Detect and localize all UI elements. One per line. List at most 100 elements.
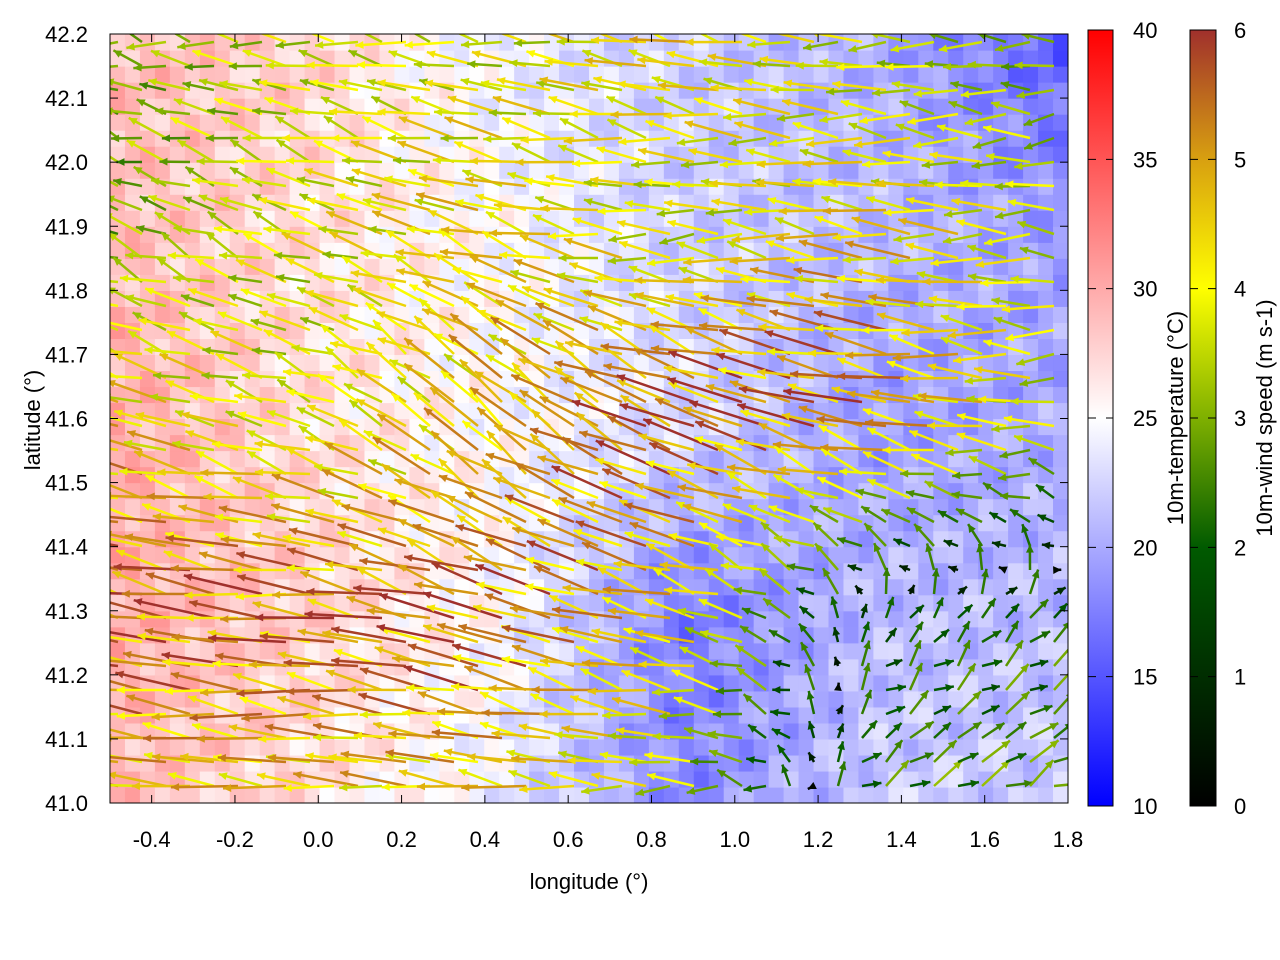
wind-arrow	[110, 566, 143, 572]
temperature-cell	[199, 786, 216, 803]
x-tick-label: 1.2	[803, 827, 834, 852]
temperature-cell	[229, 674, 246, 692]
temperature-cell	[993, 418, 1009, 436]
temperature-cell	[663, 722, 680, 740]
temperature-cell	[783, 322, 800, 339]
temperature-cell	[169, 690, 186, 708]
temperature-cell	[1038, 770, 1054, 788]
temperature-cell	[110, 594, 126, 612]
wind-arrow	[234, 392, 287, 404]
temperature-cell	[1023, 658, 1039, 676]
wind-arrow	[112, 178, 143, 188]
temperature-cell	[454, 274, 470, 291]
temperature-cell	[873, 530, 889, 548]
wind-arrow	[177, 40, 215, 50]
temperature-cell	[963, 626, 979, 644]
temperature-cell	[768, 274, 785, 291]
temperature-cell	[154, 242, 171, 259]
wind-arrow	[282, 534, 335, 548]
temperature-cell	[1038, 690, 1054, 708]
temperature-cell	[798, 738, 815, 756]
temperature-cell	[738, 82, 755, 99]
temperature-cell	[888, 130, 904, 147]
temperature-cell	[454, 786, 470, 803]
colorbar-tick-label: 30	[1133, 277, 1157, 302]
temperature-cell	[259, 274, 276, 291]
temperature-cell	[169, 594, 186, 612]
wind-arrow	[414, 198, 455, 212]
temperature-cell	[259, 706, 276, 724]
temperature-cell	[918, 706, 934, 724]
wind-arrow	[128, 34, 143, 44]
temperature-cell	[110, 546, 126, 564]
wind-arrow	[152, 371, 191, 380]
wind-arrow	[184, 591, 239, 600]
temperature-cell	[409, 610, 425, 628]
temperature-cell	[723, 178, 740, 195]
temperature-cell	[379, 322, 396, 339]
temperature-cell	[139, 34, 156, 51]
temperature-cell	[708, 578, 725, 596]
temperature-cell	[1038, 786, 1054, 803]
wind-arrow	[144, 474, 191, 500]
temperature-cell	[319, 738, 336, 756]
colorbar-tick-label: 15	[1133, 665, 1157, 690]
wind-arrow	[433, 252, 479, 284]
temperature-cell	[603, 754, 620, 772]
wind-arrow	[365, 341, 407, 379]
temperature-cell	[289, 754, 306, 772]
temperature-cell	[738, 610, 755, 628]
temperature-cell	[110, 258, 126, 275]
temperature-cell	[768, 690, 785, 708]
temperature-cell	[424, 786, 440, 803]
temperature-cell	[1008, 514, 1024, 532]
temperature-cell	[753, 722, 770, 740]
temperature-cell	[618, 322, 635, 339]
wind-arrow	[202, 346, 239, 356]
wind-arrow	[110, 195, 143, 212]
temperature-cell	[903, 770, 919, 788]
temperature-cell	[993, 578, 1009, 596]
temperature-cell	[948, 242, 964, 259]
temperature-field	[110, 34, 1068, 803]
wind-arrow	[228, 62, 263, 71]
temperature-cell	[693, 690, 710, 708]
temperature-cell	[169, 226, 186, 243]
wind-arrow	[198, 551, 263, 572]
temperature-cell	[304, 546, 321, 564]
temperature-cell	[933, 642, 949, 660]
temperature-cell	[993, 50, 1009, 67]
temperature-cell	[858, 370, 875, 388]
temperature-cell	[469, 706, 485, 724]
wind-arrow	[218, 772, 263, 788]
temperature-cell	[768, 162, 785, 179]
colorbar-tick-label: 40	[1133, 18, 1157, 43]
temperature-cell	[888, 98, 904, 115]
temperature-cell	[424, 466, 440, 484]
temperature-cell	[289, 162, 306, 179]
temperature-cell	[738, 706, 755, 724]
temperature-cell	[858, 354, 875, 372]
temperature-cell	[963, 498, 979, 516]
temperature-cell	[469, 690, 485, 708]
wind-arrow	[161, 134, 191, 143]
temperature-cell	[1008, 50, 1024, 67]
temperature-cell	[1008, 66, 1024, 83]
wind-arrow	[363, 34, 383, 44]
wind-arrow	[110, 40, 119, 45]
wind-arrow	[110, 515, 167, 524]
temperature-cell	[484, 162, 500, 179]
wind-arrow	[126, 694, 191, 716]
temperature-cell	[618, 738, 635, 756]
temperature-cell	[903, 626, 919, 644]
temperature-cell	[663, 146, 680, 163]
temperature-cell	[274, 322, 291, 339]
temperature-cell	[349, 354, 366, 372]
temperature-cell	[1053, 178, 1068, 195]
temperature-cell	[858, 306, 875, 323]
wind-arrow	[184, 62, 215, 71]
temperature-cell	[693, 450, 710, 468]
wind-arrow	[275, 273, 311, 284]
temperature-cell	[439, 546, 455, 564]
wind-arrow	[387, 499, 455, 524]
